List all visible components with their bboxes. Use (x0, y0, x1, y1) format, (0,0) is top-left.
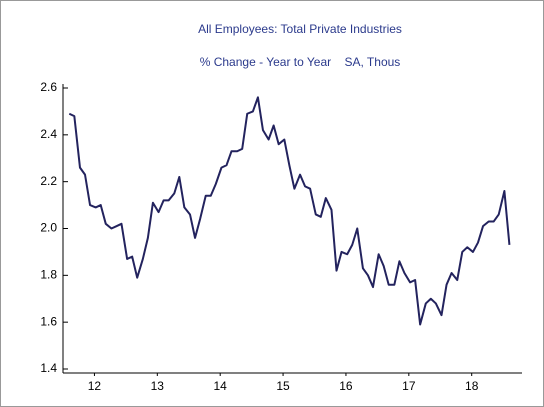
y-tick-label: 1.4 (40, 361, 57, 375)
x-tick-label: 13 (151, 379, 165, 393)
y-tick-label: 1.6 (40, 314, 57, 328)
y-tick-label: 2.6 (40, 80, 57, 94)
x-tick-label: 12 (88, 379, 102, 393)
x-tick-label: 14 (214, 379, 228, 393)
y-tick-label: 2.4 (40, 127, 57, 141)
x-tick-label: 18 (465, 379, 479, 393)
x-tick-label: 16 (339, 379, 353, 393)
chart-subtitle: % Change - Year to Year SA, Thous (200, 55, 401, 69)
x-tick-label: 17 (402, 379, 416, 393)
y-tick-label: 2.0 (40, 221, 57, 235)
data-line (68, 96, 511, 326)
x-tick-label: 15 (276, 379, 290, 393)
y-tick-label: 1.8 (40, 268, 57, 282)
chart-title: All Employees: Total Private Industries (198, 22, 402, 36)
y-tick-label: 2.2 (40, 174, 57, 188)
